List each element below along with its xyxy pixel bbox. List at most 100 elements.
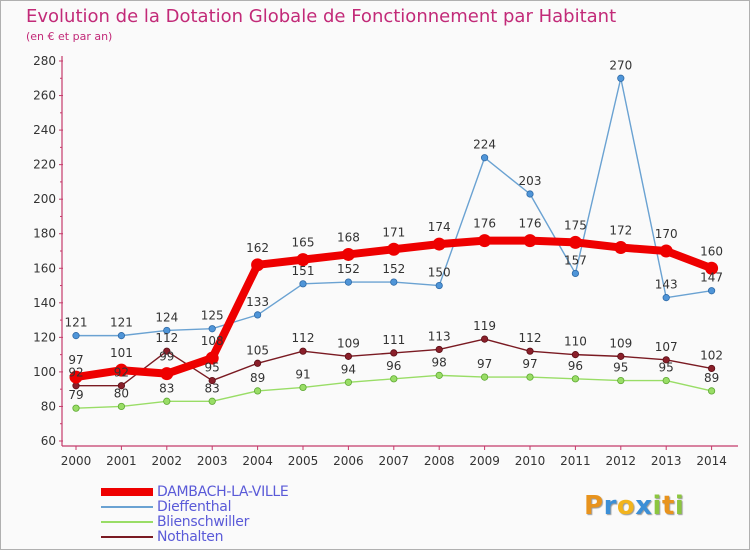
- point-dambach-la-ville: [160, 367, 174, 381]
- data-label-nothalten: 112: [519, 331, 542, 345]
- data-label-dambach-la-ville: 108: [201, 334, 224, 348]
- point-blienschwiller: [72, 404, 80, 412]
- point-dieffenthal: [435, 281, 443, 290]
- point-dieffenthal: [480, 154, 489, 162]
- data-label-dieffenthal: 150: [428, 266, 451, 280]
- logo-letter: t: [661, 491, 675, 521]
- data-label-nothalten: 109: [609, 336, 632, 350]
- series-layer: [69, 74, 719, 412]
- point-blienschwiller: [526, 373, 534, 381]
- y-tick-label: 280: [33, 54, 56, 68]
- point-dambach-la-ville: [659, 244, 673, 258]
- point-dieffenthal: [299, 280, 307, 288]
- data-label-dieffenthal: 121: [110, 316, 133, 330]
- y-tick-label: 120: [33, 330, 56, 344]
- data-label-blienschwiller: 91: [295, 367, 310, 381]
- legend-swatch: [101, 506, 153, 508]
- y-tick-label: 160: [33, 261, 56, 275]
- x-tick-label: 2007: [379, 454, 410, 468]
- point-nothalten: [617, 352, 625, 360]
- data-label-blienschwiller: 80: [114, 386, 129, 400]
- point-dieffenthal: [254, 311, 262, 319]
- y-tick-label: 220: [33, 158, 56, 172]
- logo-letter: i: [674, 491, 685, 521]
- point-blienschwiller: [662, 376, 670, 385]
- point-blienschwiller: [299, 383, 307, 392]
- point-blienschwiller: [571, 375, 580, 383]
- series-dambach-la-ville: [69, 234, 719, 384]
- logo-letter: o: [616, 491, 636, 521]
- data-label-nothalten: 105: [246, 343, 269, 357]
- data-label-nothalten: 112: [292, 331, 315, 345]
- point-nothalten: [707, 364, 716, 373]
- point-dambach-la-ville: [69, 370, 83, 384]
- logo-letter: i: [652, 491, 662, 521]
- data-label-dieffenthal: 143: [655, 278, 678, 292]
- point-nothalten: [208, 376, 216, 385]
- data-label-dambach-la-ville: 176: [519, 217, 542, 231]
- data-label-dieffenthal: 121: [65, 316, 88, 330]
- data-label-dambach-la-ville: 176: [473, 217, 496, 231]
- data-label-blienschwiller: 89: [250, 371, 265, 385]
- data-label-nothalten: 107: [655, 340, 678, 354]
- logo-letter: x: [635, 491, 653, 521]
- x-tick-label: 2012: [606, 454, 637, 468]
- point-dambach-la-ville: [614, 241, 628, 255]
- data-label-nothalten: 113: [428, 329, 451, 343]
- y-tick-label: 180: [33, 227, 56, 241]
- data-label-dambach-la-ville: 171: [382, 225, 405, 239]
- data-label-dambach-la-ville: 165: [292, 236, 315, 250]
- point-dieffenthal: [208, 325, 216, 333]
- data-label-nothalten: 111: [382, 333, 405, 347]
- x-tick-label: 2000: [61, 454, 92, 468]
- data-label-dieffenthal: 203: [519, 174, 542, 188]
- data-label-dambach-la-ville: 168: [337, 230, 360, 244]
- data-label-dambach-la-ville: 174: [428, 220, 451, 234]
- data-label-dieffenthal: 147: [700, 271, 723, 285]
- data-label-dambach-la-ville: 101: [110, 346, 133, 360]
- legend-swatch: [101, 521, 153, 523]
- y-tick-label: 140: [33, 296, 56, 310]
- data-label-dambach-la-ville: 170: [655, 227, 678, 241]
- data-label-nothalten: 112: [155, 331, 178, 345]
- point-blienschwiller: [435, 371, 443, 379]
- point-dambach-la-ville: [114, 363, 128, 377]
- data-label-dieffenthal: 125: [201, 309, 224, 323]
- point-dambach-la-ville: [432, 237, 446, 251]
- data-label-blienschwiller: 96: [386, 359, 401, 373]
- y-tick-label: 260: [33, 89, 56, 103]
- data-label-dambach-la-ville: 97: [68, 353, 83, 367]
- point-blienschwiller: [163, 397, 171, 405]
- logo-letter: r: [603, 491, 617, 521]
- point-nothalten: [662, 356, 670, 364]
- point-nothalten: [526, 347, 534, 355]
- point-dambach-la-ville: [568, 235, 582, 249]
- point-nothalten: [163, 347, 171, 355]
- point-dambach-la-ville: [341, 247, 355, 261]
- data-label-nothalten: 92: [114, 366, 129, 380]
- point-dambach-la-ville: [205, 351, 219, 365]
- data-label-blienschwiller: 83: [159, 381, 174, 395]
- data-label-blienschwiller: 98: [432, 355, 447, 369]
- data-label-dambach-la-ville: 160: [700, 244, 723, 258]
- point-blienschwiller: [707, 387, 716, 395]
- y-tick-label: 100: [33, 365, 56, 379]
- point-dieffenthal: [662, 294, 670, 302]
- data-label-nothalten: 95: [205, 361, 220, 375]
- data-label-dieffenthal: 224: [473, 138, 496, 152]
- point-blienschwiller: [254, 387, 262, 395]
- point-dambach-la-ville: [387, 242, 401, 256]
- y-tick-label: 60: [41, 434, 56, 448]
- point-dieffenthal: [571, 269, 580, 278]
- data-label-dieffenthal: 124: [155, 310, 178, 324]
- point-dambach-la-ville: [523, 234, 537, 248]
- point-dieffenthal: [117, 332, 126, 340]
- data-label-dieffenthal: 152: [382, 262, 405, 276]
- data-label-dambach-la-ville: 175: [564, 218, 587, 232]
- point-dieffenthal: [163, 326, 171, 335]
- chart-subtitle: (en € et par an): [26, 30, 113, 43]
- legend-swatch: [101, 488, 153, 496]
- data-label-blienschwiller: 97: [477, 357, 492, 371]
- data-label-blienschwiller: 95: [613, 361, 628, 375]
